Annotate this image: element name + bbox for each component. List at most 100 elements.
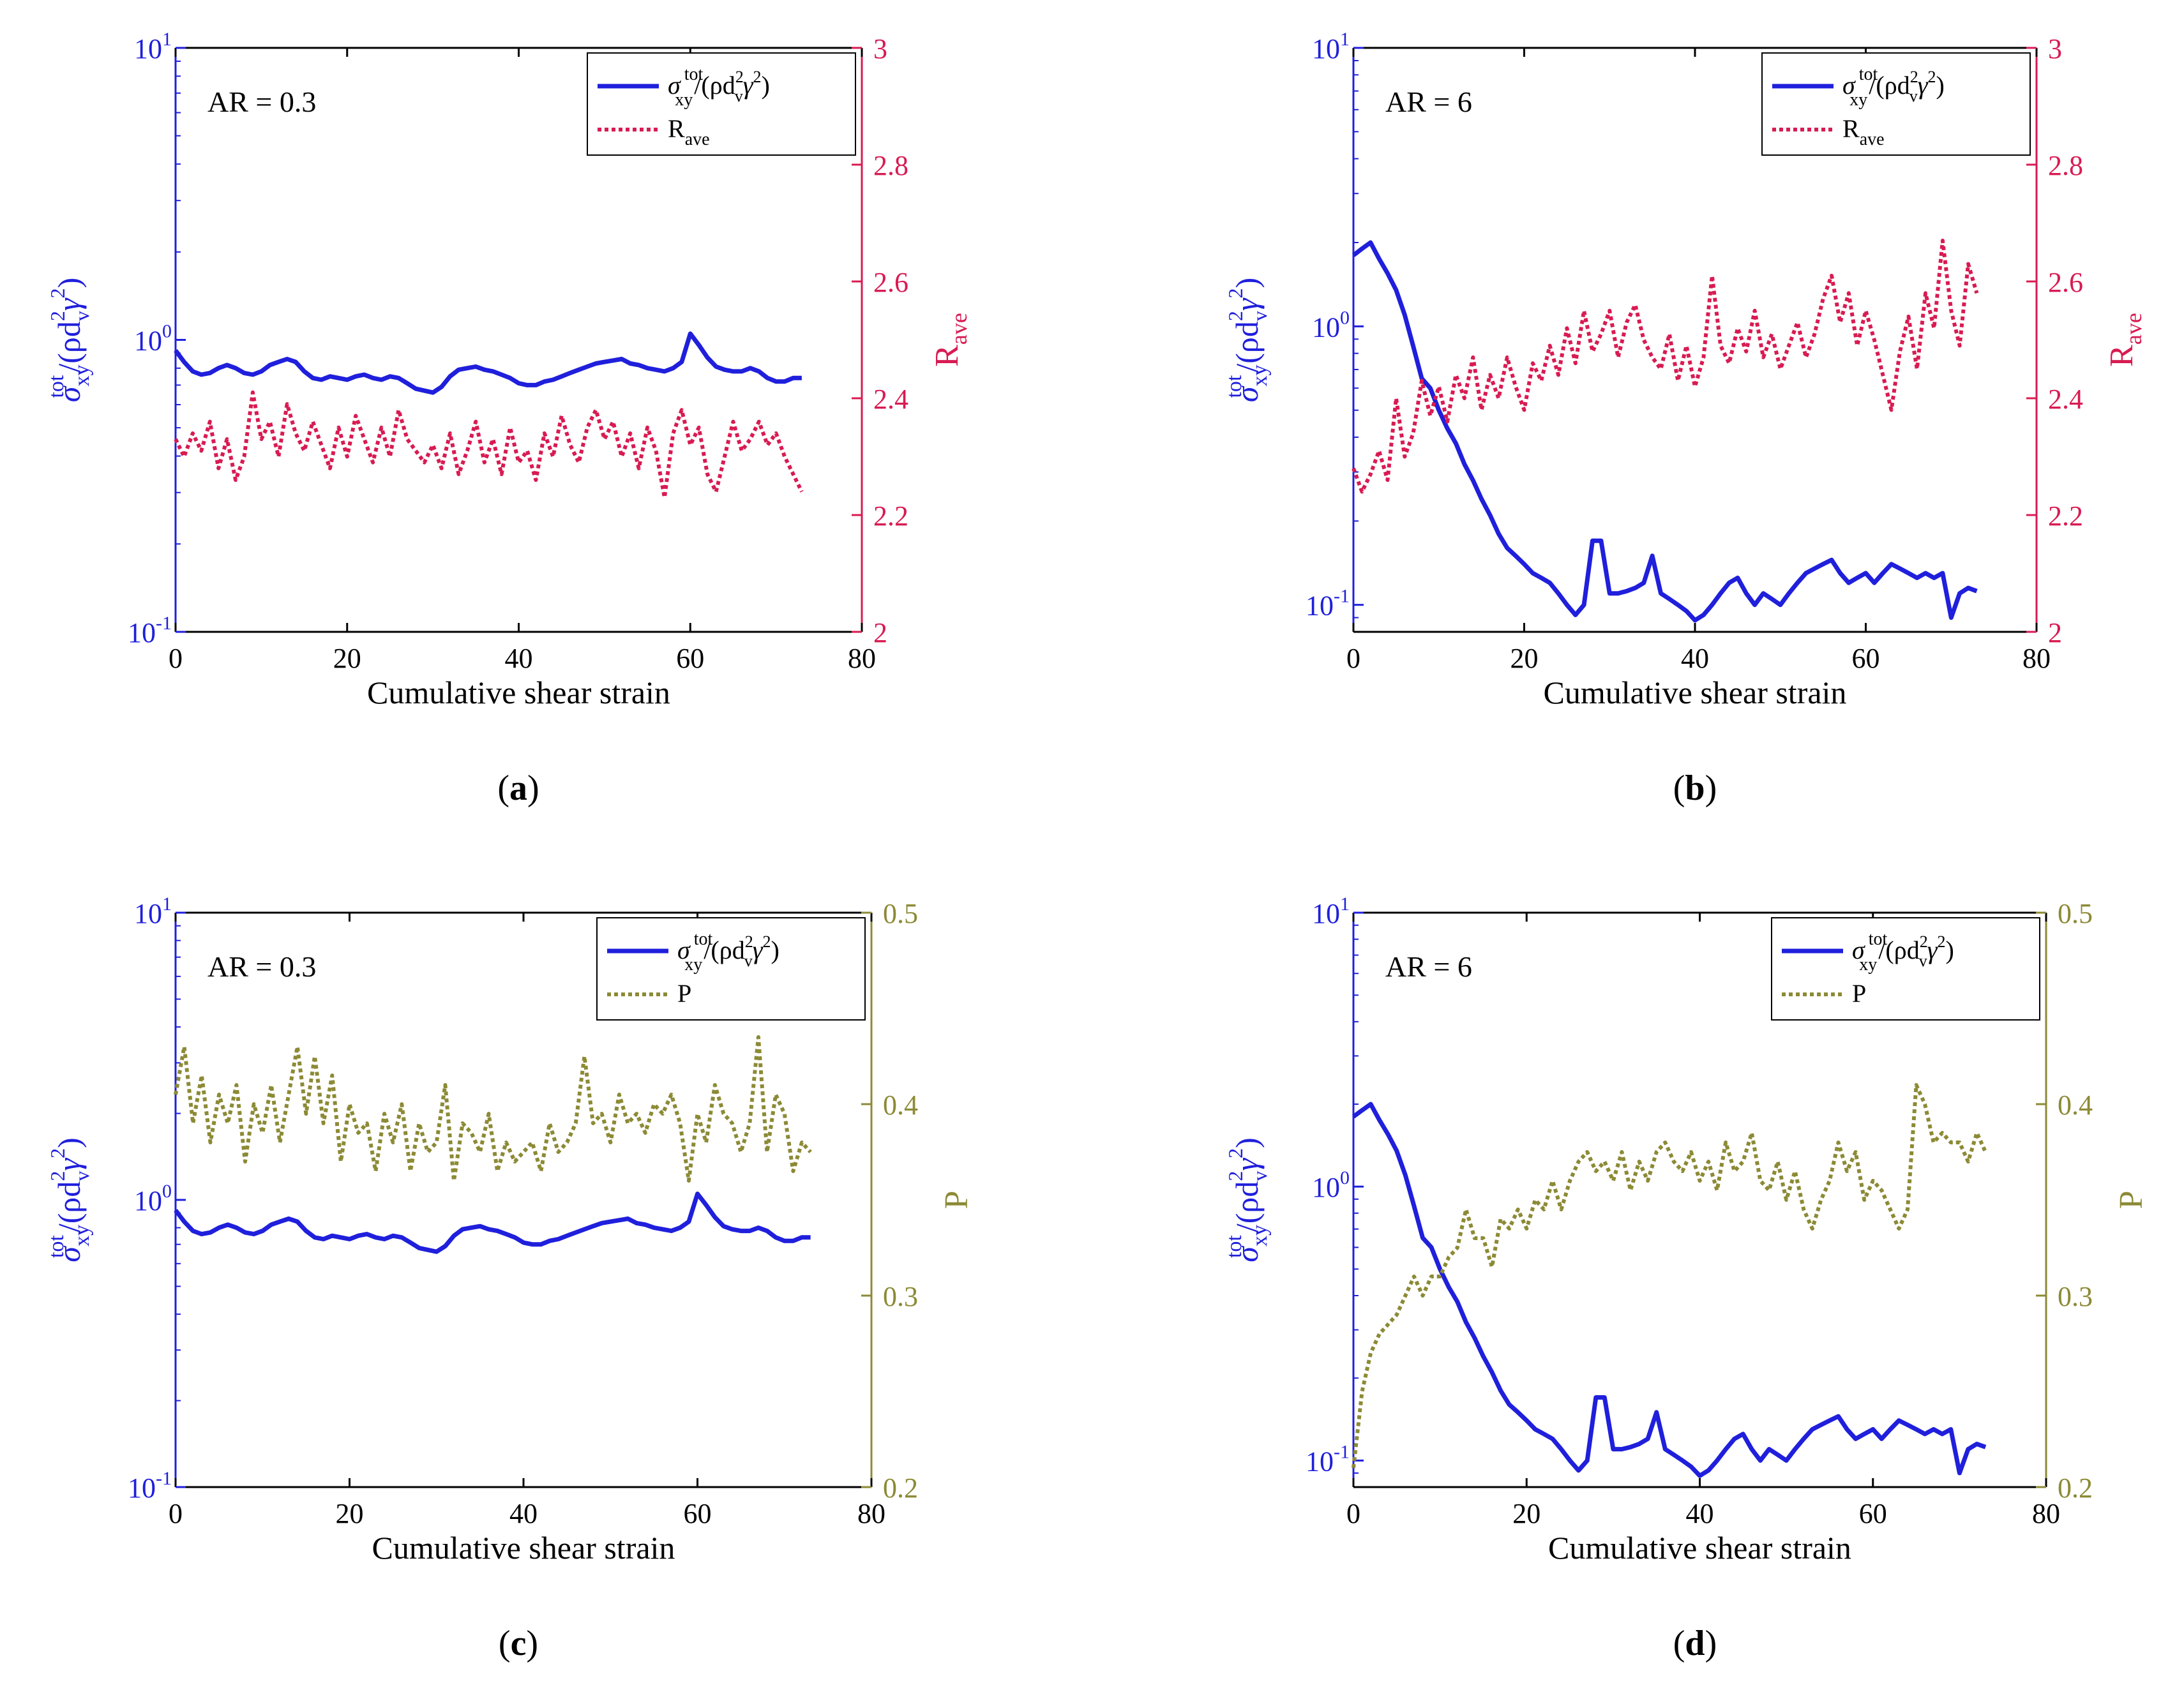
y-left-tick-label: 100: [1312, 307, 1350, 343]
y-right-tick-label: 0.4: [883, 1089, 918, 1121]
caption-paren-open: (: [497, 768, 509, 808]
panel-b: 0 20 40 60 80 101 100 10-1 3 2.8 2.6 2.4 2.2 2 Cumulat…: [1223, 29, 2146, 808]
legend-box: [1761, 52, 2031, 156]
y-left-tick-label: 100: [134, 321, 172, 357]
series-line-p: [1352, 1083, 1987, 1469]
series-line-stress: [1352, 1102, 1987, 1478]
x-tick-label: 60: [1859, 1498, 1887, 1529]
x-tick-label: 80: [2032, 1498, 2060, 1529]
x-axis-label: Cumulative shear strain: [1548, 1530, 1851, 1566]
y-right-tick-label: 0.4: [2058, 1089, 2093, 1121]
y-left-tick-label: 101: [1312, 894, 1350, 929]
legend-label-p: P: [1852, 979, 1866, 1008]
panel-d: 0 20 40 60 80 101 100 10-1 0.5 0.4 0.3 0.2 Cumulativ…: [1223, 894, 2150, 1663]
caption-paren-open: (: [499, 1624, 511, 1663]
x-tick-label: 40: [505, 643, 533, 674]
y-right-tick-label: 2.2: [873, 500, 908, 532]
y-right-tick-label: 2: [873, 617, 887, 648]
y-left-tick-label: 101: [134, 29, 172, 64]
panel-caption: (a): [497, 768, 539, 808]
x-tick-label: 60: [1852, 643, 1880, 674]
y-right-axis-label: Rave: [2104, 313, 2146, 367]
series-line-rave: [174, 390, 804, 500]
x-tick-label: 0: [1346, 643, 1360, 674]
x-tick-label: 20: [333, 643, 361, 674]
ar-label: AR = 6: [1385, 86, 1472, 118]
legend-label-p: P: [677, 979, 691, 1008]
x-axis-label: Cumulative shear strain: [1544, 675, 1847, 710]
x-tick-label: 80: [2022, 643, 2051, 674]
panel-caption: (b): [1673, 768, 1717, 808]
legend-box: [587, 52, 856, 156]
caption-paren-close: ): [526, 1624, 538, 1663]
y-right-tick-label: 0.3: [883, 1281, 918, 1312]
ar-label: AR = 0.3: [207, 86, 316, 118]
caption-paren-close: ): [527, 768, 539, 808]
y-left-tick-label: 10-1: [128, 613, 172, 648]
panel-a: 0 20 40 60 80 101 100 10-1 3 2.8 2.6 2.4 2.2 2 Cumulat…: [45, 29, 972, 808]
y-right-axis-label: P: [938, 1191, 975, 1209]
panel-caption: (c): [499, 1624, 538, 1663]
x-tick-label: 60: [684, 1498, 712, 1529]
caption-paren-open: (: [1673, 768, 1685, 808]
x-tick-label: 0: [1346, 1498, 1360, 1529]
legend-box: [596, 917, 866, 1021]
x-tick-label: 0: [169, 1498, 183, 1529]
x-tick-label: 40: [1681, 643, 1709, 674]
caption-paren-open: (: [1673, 1624, 1685, 1663]
y-left-axis-label: σxytot/(ρd2vγ2): [45, 1137, 94, 1262]
y-right-tick-label: 2.2: [2048, 500, 2083, 532]
x-tick-label: 20: [336, 1498, 364, 1529]
series-line-stress: [174, 1192, 811, 1254]
x-tick-label: 40: [509, 1498, 538, 1529]
y-left-tick-label: 10-1: [128, 1468, 172, 1504]
legend-label-stress: σ tot xy/(ρd2 vγ2): [668, 64, 770, 110]
x-tick-label: 20: [1510, 643, 1539, 674]
x-tick-label: 80: [857, 1498, 885, 1529]
panel-c: 0 20 40 60 80 101 100 10-1 0.5 0.4 0.3 0.2 Cumulativ…: [45, 894, 975, 1663]
series-line-p: [174, 1035, 812, 1183]
panel-caption: (d): [1673, 1624, 1717, 1663]
y-right-axis-label: P: [2113, 1191, 2150, 1209]
y-left-axis-label: σxytot/(ρd2vγ2): [45, 278, 94, 402]
y-left-axis-label: σxytot/(ρd2vγ2): [1223, 1137, 1272, 1262]
x-tick-label: 20: [1512, 1498, 1540, 1529]
y-right-tick-label: 2.8: [873, 150, 908, 181]
y-right-tick-label: 2.6: [2048, 267, 2083, 298]
y-right-tick-label: 3: [873, 33, 887, 64]
y-left-tick-label: 10-1: [1306, 1441, 1350, 1477]
x-tick-label: 0: [169, 643, 183, 674]
y-right-tick-label: 0.2: [883, 1472, 918, 1504]
y-left-tick-label: 101: [134, 894, 172, 929]
x-axis-label: Cumulative shear strain: [367, 675, 670, 710]
y-left-tick-label: 10-1: [1306, 586, 1350, 622]
series-line-rave: [1352, 239, 1979, 494]
y-right-tick-label: 2.8: [2048, 150, 2083, 181]
series-line-stress: [1352, 240, 1978, 623]
ar-label: AR = 0.3: [207, 950, 316, 983]
caption-paren-close: ): [1705, 1624, 1717, 1663]
legend-label-stress: σ tot xy/(ρd2 vγ2): [1842, 64, 1945, 110]
legend-box: [1771, 917, 2040, 1021]
x-axis-label: Cumulative shear strain: [372, 1530, 675, 1566]
y-right-tick-label: 0.5: [883, 898, 918, 929]
y-right-tick-label: 2.6: [873, 267, 908, 298]
y-right-tick-label: 0.3: [2058, 1281, 2093, 1312]
legend-label-stress: σ tot xy/(ρd2 vγ2): [1852, 929, 1954, 975]
y-left-axis-label: σxytot/(ρd2vγ2): [1223, 278, 1272, 402]
y-left-tick-label: 100: [1312, 1167, 1350, 1203]
legend-label-rave: Rave: [668, 114, 710, 149]
y-right-tick-label: 3: [2048, 33, 2062, 64]
series-line-stress: [174, 331, 802, 395]
y-right-tick-label: 0.5: [2058, 898, 2093, 929]
x-tick-label: 60: [676, 643, 704, 674]
ar-label: AR = 6: [1385, 950, 1472, 983]
legend-label-rave: Rave: [1842, 114, 1885, 149]
y-right-tick-label: 2: [2048, 617, 2062, 648]
y-right-tick-label: 0.2: [2058, 1472, 2093, 1504]
x-tick-label: 40: [1686, 1498, 1714, 1529]
legend-label-stress: σ tot xy/(ρd2 vγ2): [677, 929, 779, 975]
caption-paren-close: ): [1705, 768, 1717, 808]
y-right-tick-label: 2.4: [2048, 384, 2083, 415]
